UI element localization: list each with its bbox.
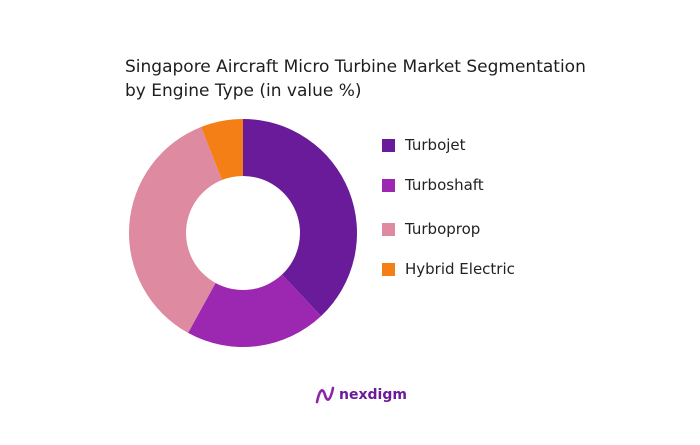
donut-chart <box>128 119 357 347</box>
donut-slice-turboprop <box>128 127 223 333</box>
legend-item-turboshaft: Turboshaft <box>382 176 484 194</box>
legend-label-hybrid-electric: Hybrid Electric <box>405 260 515 278</box>
legend-item-turbojet: Turbojet <box>382 136 466 154</box>
legend-swatch-turbojet <box>382 138 395 152</box>
legend-label-turboprop: Turboprop <box>405 220 481 238</box>
legend-label-turbojet: Turbojet <box>405 136 466 154</box>
nexdigm-logo-icon <box>315 386 335 404</box>
legend-item-hybrid-electric: Hybrid Electric <box>382 260 515 278</box>
brand-logo: nexdigm <box>315 386 407 404</box>
brand-name: nexdigm <box>339 387 407 403</box>
legend-swatch-turboprop <box>382 222 395 236</box>
donut-slice-turboshaft <box>188 274 322 347</box>
legend-swatch-hybrid-electric <box>382 262 395 276</box>
chart-title: Singapore Aircraft Micro Turbine Market … <box>125 55 625 103</box>
chart-title-line-1: Singapore Aircraft Micro Turbine Market … <box>125 57 586 77</box>
legend-swatch-turboshaft <box>382 178 395 192</box>
legend-label-turboshaft: Turboshaft <box>405 176 484 194</box>
donut-slice-turbojet <box>243 119 357 317</box>
chart-title-line-2: by Engine Type (in value %) <box>125 81 362 101</box>
legend-item-turboprop: Turboprop <box>382 220 480 238</box>
donut-slice-hybrid-electric <box>201 119 243 181</box>
